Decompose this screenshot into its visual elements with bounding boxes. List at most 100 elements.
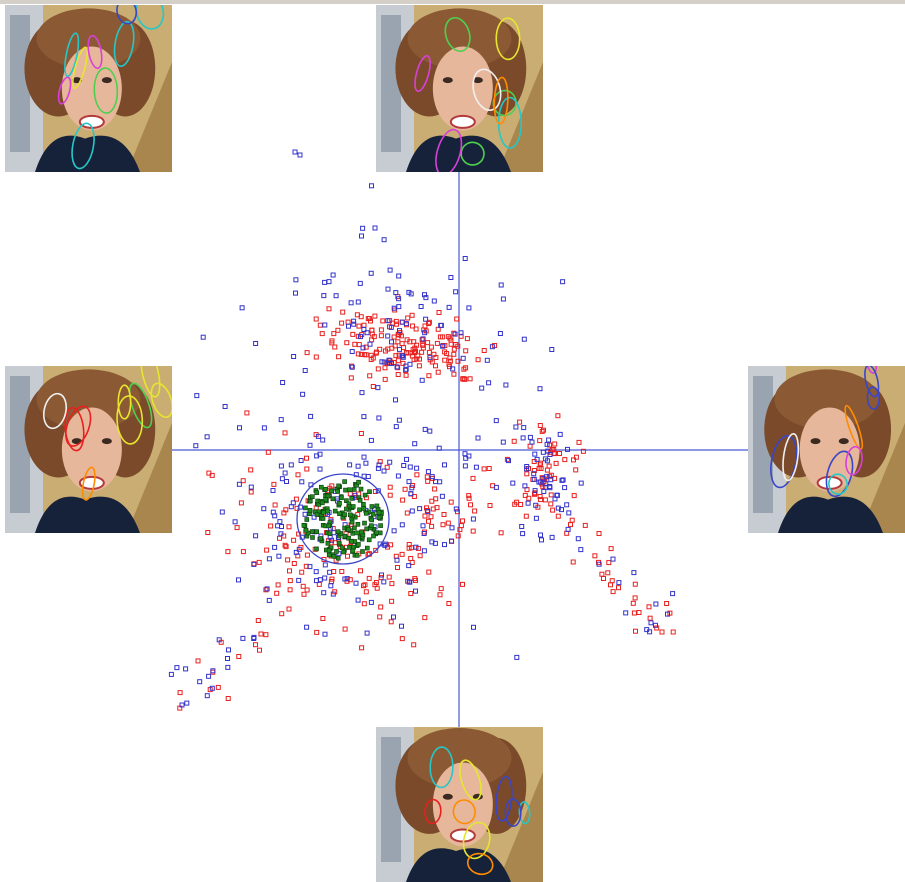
scatter-point xyxy=(349,495,355,501)
scatter-point xyxy=(349,364,355,370)
scatter-point xyxy=(631,570,637,576)
scatter-point xyxy=(432,486,438,492)
face-thumbnail-middle-left[interactable] xyxy=(5,366,172,533)
scatter-point xyxy=(395,372,401,377)
scatter-point xyxy=(309,529,315,534)
scatter-point xyxy=(460,581,465,587)
scatter-point xyxy=(537,386,543,392)
scatter-point xyxy=(532,490,538,496)
scatter-point xyxy=(546,463,552,469)
scatter-point xyxy=(279,611,285,617)
scatter-point xyxy=(342,512,347,517)
scatter-point xyxy=(538,532,543,538)
scatter-point xyxy=(504,456,510,462)
scatter-point xyxy=(318,536,323,541)
face-thumbnail-middle-right[interactable] xyxy=(748,366,905,533)
scatter-point xyxy=(407,361,413,367)
scatter-point xyxy=(413,577,418,583)
scatter-point xyxy=(414,472,420,478)
scatter-point xyxy=(329,483,335,489)
scatter-point xyxy=(413,588,418,594)
scatter-point xyxy=(293,290,298,296)
scatter-point xyxy=(555,505,561,511)
scatter-point xyxy=(225,696,231,701)
scatter-point xyxy=(473,464,479,470)
scatter-point xyxy=(539,428,545,434)
scatter-point xyxy=(426,349,432,355)
scatter-point xyxy=(345,553,350,559)
scatter-point xyxy=(300,391,306,397)
scatter-point xyxy=(360,549,365,554)
scatter-point xyxy=(433,479,438,485)
scatter-point xyxy=(183,666,189,672)
scatter-point xyxy=(439,493,445,499)
scatter-point xyxy=(307,507,313,513)
scatter-point xyxy=(379,572,384,578)
scatter-point xyxy=(344,506,349,512)
scatter-point xyxy=(279,524,284,529)
scatter-point xyxy=(236,481,242,487)
scatter-point xyxy=(387,267,393,273)
scatter-point xyxy=(428,344,434,350)
scatter-point xyxy=(537,423,543,428)
scatter-point xyxy=(609,578,615,584)
face-thumbnail-top-left[interactable] xyxy=(5,5,172,172)
scatter-point xyxy=(364,545,370,551)
scatter-point xyxy=(375,366,381,372)
scatter-point xyxy=(335,327,341,333)
scatter-point xyxy=(234,525,240,531)
scatter-point xyxy=(359,645,365,651)
scatter-point xyxy=(363,510,369,516)
scatter-point xyxy=(361,327,367,332)
scatter-point xyxy=(536,465,542,471)
face-thumbnail-icon xyxy=(376,727,543,882)
scatter-point xyxy=(361,506,367,511)
scatter-point xyxy=(367,341,373,347)
scatter-point xyxy=(520,435,526,441)
scatter-point xyxy=(347,544,352,550)
scatter-point xyxy=(409,508,415,514)
scatter-point xyxy=(532,488,538,494)
scatter-point xyxy=(335,489,341,494)
scatter-point xyxy=(375,385,381,391)
scatter-point xyxy=(664,601,670,606)
scatter-point xyxy=(361,352,367,358)
scatter-point xyxy=(369,504,375,509)
scatter-point xyxy=(659,629,665,635)
scatter-point xyxy=(412,441,418,447)
scatter-point xyxy=(413,544,419,550)
scatter-point xyxy=(263,632,269,638)
scatter-point xyxy=(280,380,286,385)
scatter-point xyxy=(372,313,378,319)
face-thumbnail-bottom-center[interactable] xyxy=(376,727,543,882)
scatter-point xyxy=(277,519,283,525)
scatter-point xyxy=(194,393,200,399)
scatter-point xyxy=(368,599,374,605)
scatter-point xyxy=(315,433,321,439)
scatter-point xyxy=(451,330,457,336)
scatter-point xyxy=(414,465,420,471)
scatter-point xyxy=(359,233,364,239)
scatter-point xyxy=(369,523,374,529)
scatter-point xyxy=(236,654,242,659)
scatter-point xyxy=(379,359,385,365)
scatter-point xyxy=(378,604,384,610)
scatter-point xyxy=(378,523,383,528)
scatter-point xyxy=(405,315,411,321)
scatter-point xyxy=(406,479,412,485)
scatter-point xyxy=(369,183,374,189)
scatter-point xyxy=(291,561,297,566)
selection-ellipse[interactable] xyxy=(296,473,390,565)
scatter-point xyxy=(356,479,361,485)
scatter-point xyxy=(330,272,336,278)
scatter-point xyxy=(335,529,341,535)
scatter-point xyxy=(272,502,278,508)
face-thumbnail-top-center[interactable] xyxy=(376,5,543,172)
scatter-point xyxy=(355,521,361,527)
scatter-point xyxy=(361,414,367,420)
scatter-point xyxy=(339,569,345,574)
scatter-point xyxy=(545,448,551,454)
scatter-point xyxy=(366,575,372,581)
